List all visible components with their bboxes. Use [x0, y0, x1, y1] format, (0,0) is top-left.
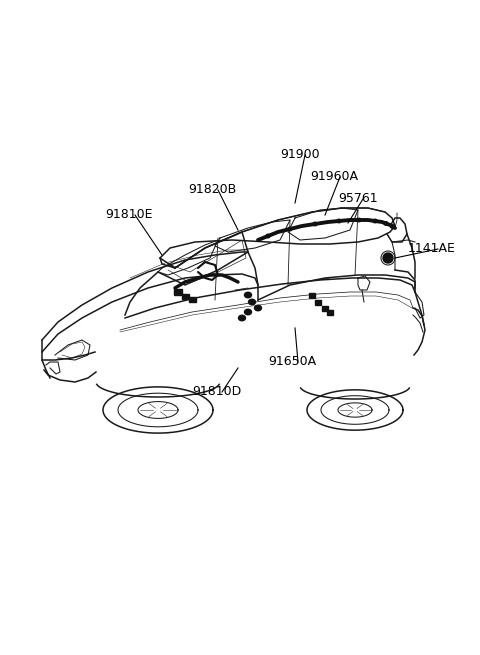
- Ellipse shape: [357, 218, 361, 222]
- Text: 95761: 95761: [338, 192, 378, 205]
- Text: 91960A: 91960A: [310, 170, 358, 183]
- Ellipse shape: [244, 309, 252, 315]
- Circle shape: [383, 253, 393, 263]
- Ellipse shape: [254, 305, 262, 310]
- Ellipse shape: [266, 234, 270, 238]
- Text: 91900: 91900: [280, 148, 320, 161]
- Text: 91810D: 91810D: [192, 385, 241, 398]
- FancyBboxPatch shape: [189, 297, 195, 301]
- Text: 91820B: 91820B: [188, 183, 236, 196]
- Ellipse shape: [337, 219, 341, 223]
- Bar: [309, 293, 315, 297]
- Ellipse shape: [373, 219, 377, 223]
- Ellipse shape: [249, 299, 255, 305]
- Text: 1141AE: 1141AE: [408, 242, 456, 255]
- FancyBboxPatch shape: [174, 289, 182, 295]
- FancyBboxPatch shape: [181, 293, 189, 299]
- Ellipse shape: [239, 315, 245, 321]
- Text: 91810E: 91810E: [105, 208, 153, 221]
- Bar: [322, 305, 328, 310]
- Ellipse shape: [313, 222, 317, 226]
- Ellipse shape: [288, 227, 292, 231]
- Ellipse shape: [244, 292, 252, 298]
- Bar: [315, 299, 321, 305]
- Ellipse shape: [384, 222, 388, 225]
- Bar: [327, 310, 333, 314]
- Text: 91650A: 91650A: [268, 355, 316, 368]
- Ellipse shape: [391, 225, 395, 228]
